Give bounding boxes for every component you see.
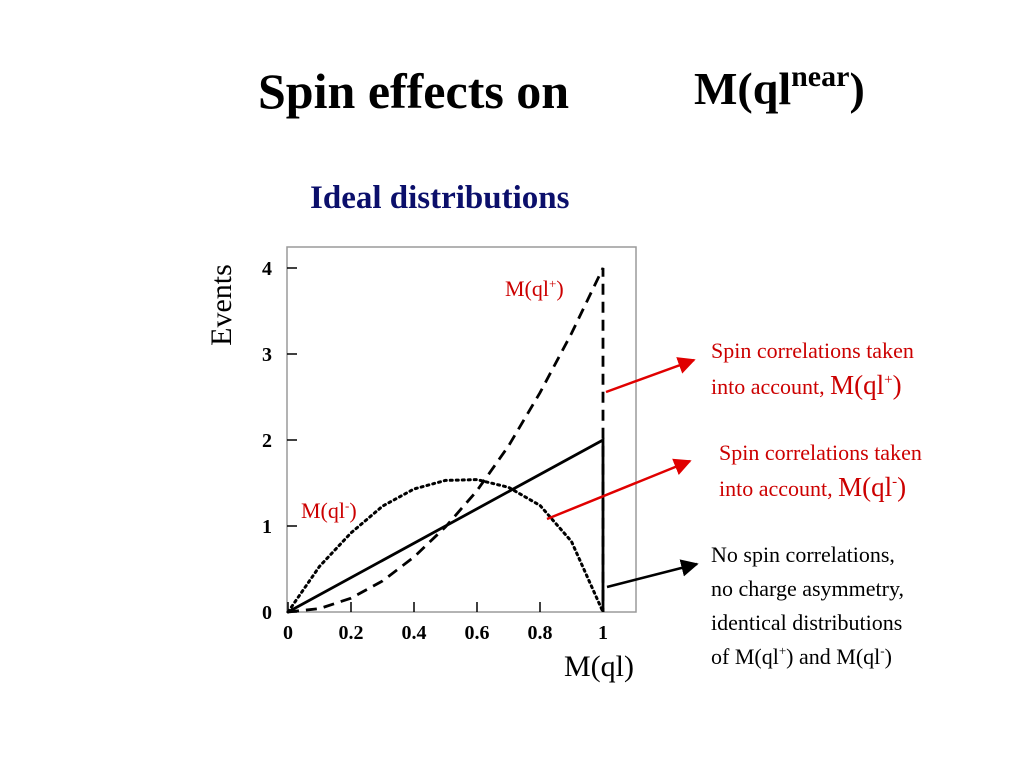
curve-label-ql-minus: M(ql-) [301, 498, 357, 524]
annotation-no-correlation-line4-sup2: - [880, 643, 885, 658]
annotation-ql-plus-formula: M(ql+) [830, 370, 901, 400]
x-axis-ticks: 0 0.2 0.4 0.6 0.8 1 [283, 602, 608, 644]
annotation-ql-minus: Spin correlations taken into account, M(… [719, 436, 922, 506]
y-tick-label: 3 [262, 344, 272, 366]
annotation-ql-plus-formula-close: ) [892, 370, 902, 400]
annotation-ql-plus-line2: into account, M(ql+) [711, 368, 914, 404]
annotation-ql-minus-line1: Spin correlations taken [719, 440, 922, 465]
annotation-ql-plus-line1: Spin correlations taken [711, 338, 914, 363]
curve-label-ql-minus-base: M(ql [301, 498, 345, 523]
annotation-ql-plus-prefix: into account, [711, 374, 831, 399]
y-tick-label: 1 [262, 516, 272, 538]
annotation-no-correlation-line1: No spin correlations, [711, 542, 895, 567]
title-formula-sup: near [791, 60, 850, 93]
annotation-no-correlation: No spin correlations, no charge asymmetr… [711, 538, 904, 674]
annotation-ql-minus-formula-close: ) [897, 472, 907, 502]
annotation-no-correlation-line4-b: ) and M(ql [786, 644, 881, 669]
annotation-ql-minus-formula-base: M(ql [838, 472, 893, 502]
arrow-to-ql-plus [605, 357, 696, 394]
x-tick-label: 1 [598, 622, 608, 644]
annotation-ql-minus-formula: M(ql-) [838, 472, 906, 502]
x-tick-label: 0.8 [528, 622, 553, 644]
title-formula-base: M(ql [694, 63, 792, 114]
curve-label-ql-plus: M(ql+) [505, 276, 564, 302]
annotation-no-correlation-line4-a: of M(ql [711, 644, 779, 669]
title-formula: M(qlnear) [694, 62, 865, 115]
annotation-no-correlation-line4: of M(ql+) and M(ql-) [711, 640, 904, 674]
page-title: Spin effects on [258, 63, 570, 119]
annotation-ql-plus-formula-base: M(ql [830, 370, 885, 400]
x-tick-label: 0.2 [339, 622, 364, 644]
series-no-correlation-solid [287, 437, 605, 614]
annotation-ql-plus: Spin correlations taken into account, M(… [711, 334, 914, 404]
arrow-to-ql-minus [546, 458, 692, 521]
annotation-ql-minus-line2: into account, M(ql-) [719, 470, 922, 506]
y-tick-label: 0 [262, 602, 272, 624]
x-tick-label: 0.4 [402, 622, 427, 644]
x-axis-label: M(ql) [564, 650, 634, 683]
curve-label-ql-minus-sup: - [345, 498, 350, 513]
annotation-no-correlation-line2: no charge asymmetry, [711, 576, 905, 601]
annotation-no-correlation-line4-sup1: + [778, 643, 787, 658]
x-tick-label: 0.6 [465, 622, 490, 644]
y-tick-label: 4 [262, 258, 272, 280]
series-layer [286, 267, 605, 614]
y-axis-label: Events [205, 264, 238, 346]
annotation-ql-minus-formula-sup: - [892, 474, 898, 490]
x-tick-label: 0 [283, 622, 293, 644]
annotation-no-correlation-line3: identical distributions [711, 610, 903, 635]
y-tick-label: 2 [262, 430, 272, 452]
plot-frame [286, 246, 637, 613]
annotation-no-correlation-line4-c: ) [884, 644, 892, 669]
title-formula-close: ) [849, 63, 865, 114]
y-axis-ticks: 0 1 2 3 4 [262, 258, 297, 624]
annotation-ql-plus-formula-sup: + [884, 372, 893, 388]
curve-label-ql-plus-close: ) [556, 276, 564, 301]
annotation-ql-minus-prefix: into account, [719, 476, 839, 501]
arrow-to-no-correlation [606, 559, 699, 589]
curve-label-ql-plus-sup: + [549, 276, 557, 291]
series-ql-plus-dashed [287, 267, 605, 614]
curve-label-ql-minus-close: ) [349, 498, 357, 523]
chart-subtitle: Ideal distributions [310, 180, 570, 216]
curve-label-ql-plus-base: M(ql [505, 276, 549, 301]
